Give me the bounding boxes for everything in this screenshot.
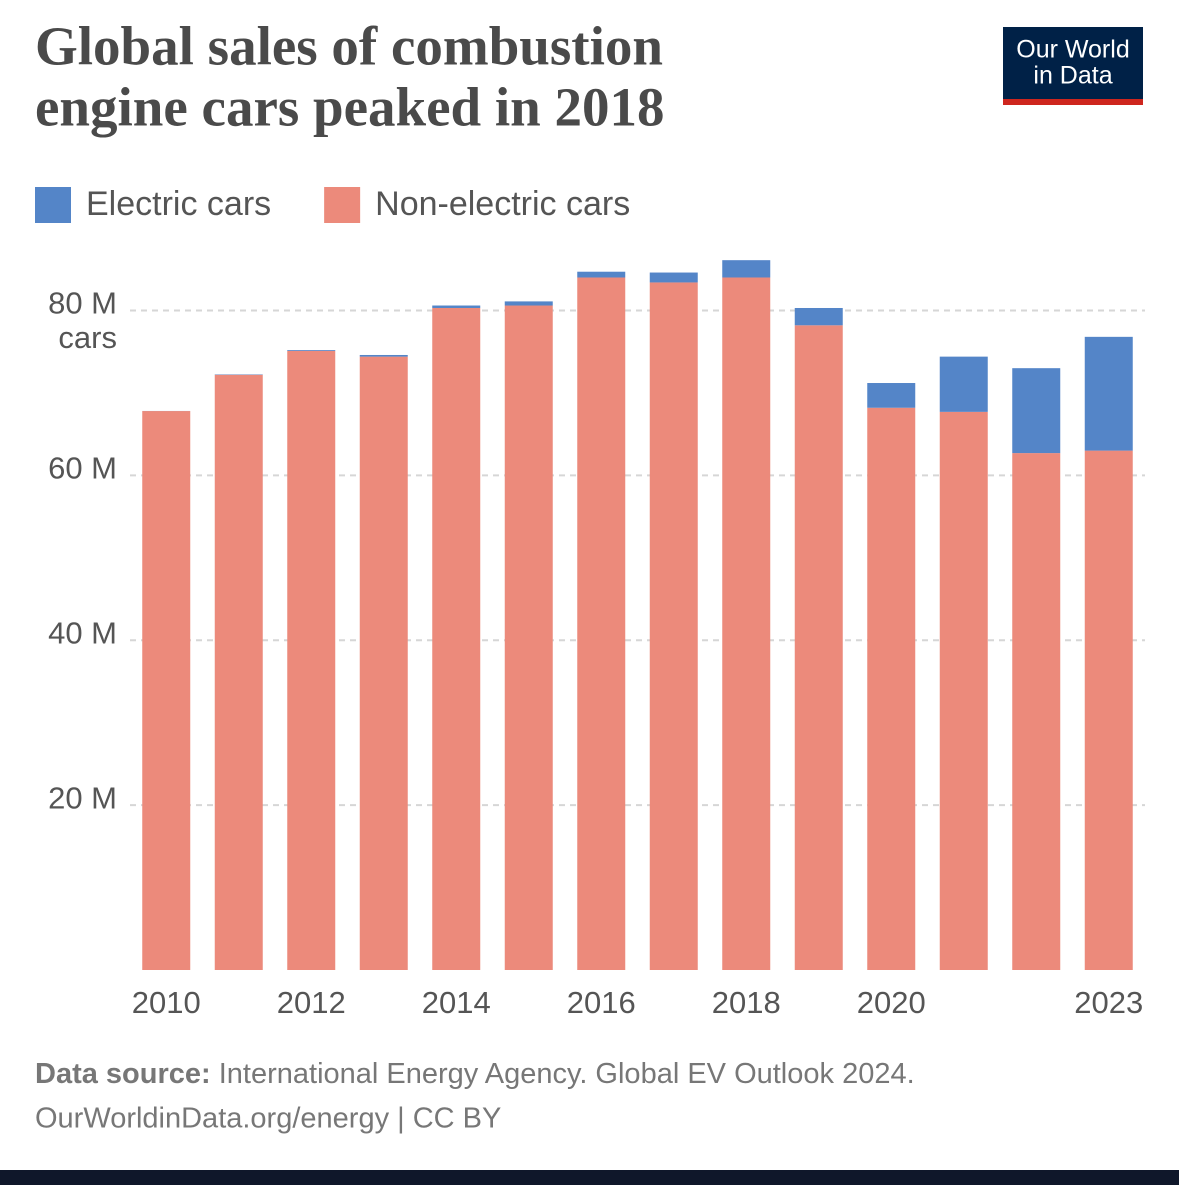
y-unit-label: cars xyxy=(58,320,117,355)
bar-segment xyxy=(577,271,626,278)
x-tick-label: 2023 xyxy=(1074,985,1143,1020)
chart-title: Global sales of combustion xyxy=(35,16,663,77)
source: Data source: International Energy Agency… xyxy=(35,1058,915,1090)
bar-segment xyxy=(1084,450,1133,970)
legend-label: Non-electric cars xyxy=(375,185,630,223)
bar-segment xyxy=(649,272,698,283)
chart-title: engine cars peaked in 2018 xyxy=(35,77,664,138)
bar-segment xyxy=(867,383,916,408)
bar-segment xyxy=(504,301,553,306)
bar-segment xyxy=(504,305,553,970)
logo-strip xyxy=(1003,99,1143,105)
bar-segment xyxy=(1012,368,1061,454)
bar-segment xyxy=(939,411,988,970)
bar-segment xyxy=(1012,453,1061,970)
bar-segment xyxy=(1084,336,1133,451)
bar-segment xyxy=(214,374,263,970)
logo-text: in Data xyxy=(1033,62,1112,90)
bar-segment xyxy=(287,350,336,970)
bar-segment xyxy=(142,411,191,970)
x-tick-label: 2014 xyxy=(422,985,491,1020)
bar-segment xyxy=(287,350,336,351)
x-tick-label: 2012 xyxy=(277,985,346,1020)
logo-text: Our World xyxy=(1016,36,1129,64)
bar-segment xyxy=(722,277,771,970)
bar-segment xyxy=(649,282,698,970)
source-text: International Energy Agency. Global EV O… xyxy=(219,1058,915,1090)
y-tick-label: 60 M xyxy=(48,451,117,486)
x-tick-label: 2016 xyxy=(567,985,636,1020)
x-tick-label: 2020 xyxy=(857,985,926,1020)
legend-label: Electric cars xyxy=(86,185,271,223)
source-label: Data source: xyxy=(35,1058,211,1090)
bar-segment xyxy=(722,260,771,278)
logo-box xyxy=(1003,27,1143,99)
bar-segment xyxy=(359,356,408,970)
y-tick-label: 20 M xyxy=(48,780,117,815)
bar-segment xyxy=(794,325,843,970)
y-tick-label: 40 M xyxy=(48,615,117,650)
bar-segment xyxy=(432,305,481,308)
url: OurWorldinData.org/energy | CC BY xyxy=(35,1103,501,1135)
x-tick-label: 2018 xyxy=(712,985,781,1020)
bar-segment xyxy=(432,307,481,971)
bar-segment xyxy=(867,407,916,970)
bar-segment xyxy=(577,277,626,970)
footer-band xyxy=(0,1170,1179,1185)
y-tick-label: 80 M xyxy=(48,286,117,321)
legend-swatch xyxy=(35,187,71,223)
legend-swatch xyxy=(324,187,361,223)
bar-segment xyxy=(794,307,843,326)
bar-segment xyxy=(359,354,408,357)
bar-segment xyxy=(939,356,988,412)
logo: Our World in Data xyxy=(1003,27,1143,105)
x-tick-label: 2010 xyxy=(132,985,201,1020)
